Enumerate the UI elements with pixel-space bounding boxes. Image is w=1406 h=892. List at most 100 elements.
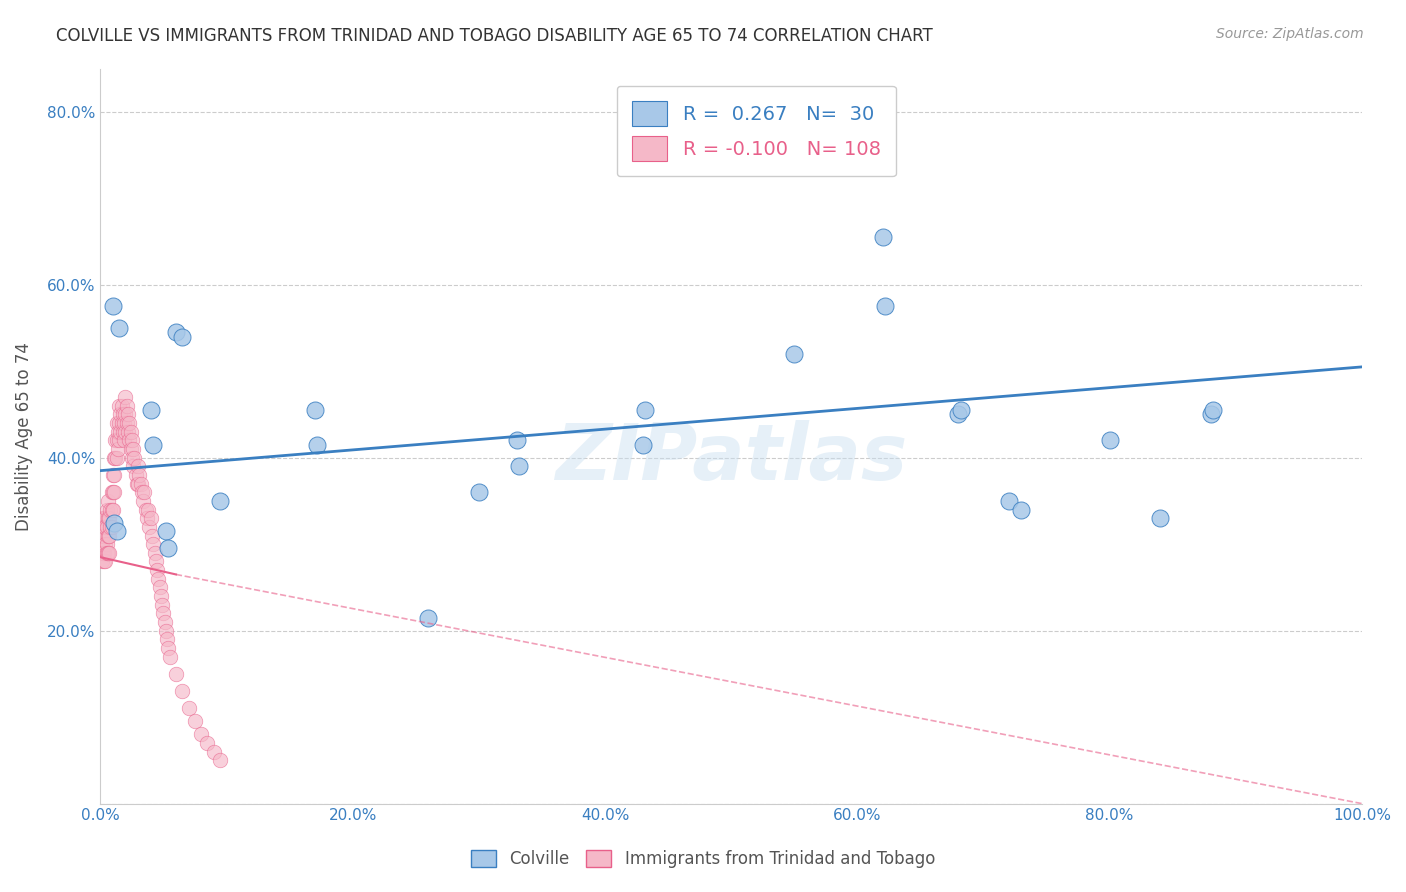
- Point: [101, 485, 124, 500]
- Point: [631, 438, 654, 452]
- Point: [120, 442, 142, 456]
- Point: [97, 528, 120, 542]
- Point: [93, 528, 115, 542]
- Point: [104, 434, 127, 448]
- Point: [111, 425, 134, 439]
- Point: [112, 434, 135, 448]
- Point: [149, 589, 172, 603]
- Point: [105, 450, 128, 465]
- Point: [783, 347, 806, 361]
- Point: [468, 485, 491, 500]
- Point: [129, 476, 152, 491]
- Point: [120, 425, 142, 439]
- Point: [155, 524, 177, 539]
- Point: [184, 714, 207, 729]
- Point: [118, 434, 141, 448]
- Point: [96, 502, 118, 516]
- Point: [93, 520, 115, 534]
- Point: [94, 554, 117, 568]
- Point: [122, 459, 145, 474]
- Y-axis label: Disability Age 65 to 74: Disability Age 65 to 74: [15, 342, 32, 531]
- Point: [141, 528, 163, 542]
- Point: [139, 511, 162, 525]
- Point: [148, 572, 170, 586]
- Point: [96, 520, 118, 534]
- Point: [114, 390, 136, 404]
- Point: [93, 546, 115, 560]
- Point: [505, 434, 527, 448]
- Point: [997, 494, 1019, 508]
- Point: [127, 476, 149, 491]
- Text: ZIPatlas: ZIPatlas: [555, 420, 907, 496]
- Point: [97, 546, 120, 560]
- Point: [155, 624, 177, 638]
- Point: [103, 485, 125, 500]
- Point: [209, 753, 232, 767]
- Point: [148, 581, 170, 595]
- Point: [873, 299, 896, 313]
- Point: [156, 632, 179, 647]
- Point: [197, 736, 219, 750]
- Point: [121, 434, 143, 448]
- Point: [105, 434, 128, 448]
- Point: [91, 528, 114, 542]
- Point: [177, 701, 200, 715]
- Point: [90, 554, 112, 568]
- Point: [1098, 434, 1121, 448]
- Point: [153, 615, 176, 629]
- Point: [98, 520, 121, 534]
- Point: [91, 511, 114, 525]
- Point: [111, 399, 134, 413]
- Point: [97, 494, 120, 508]
- Point: [128, 467, 150, 482]
- Point: [108, 399, 131, 413]
- Point: [165, 666, 187, 681]
- Point: [91, 546, 114, 560]
- Point: [165, 326, 187, 340]
- Text: Source: ZipAtlas.com: Source: ZipAtlas.com: [1216, 27, 1364, 41]
- Point: [118, 416, 141, 430]
- Point: [172, 329, 194, 343]
- Point: [108, 321, 131, 335]
- Point: [157, 541, 180, 556]
- Point: [117, 425, 139, 439]
- Point: [124, 450, 146, 465]
- Point: [98, 546, 121, 560]
- Point: [114, 408, 136, 422]
- Point: [111, 408, 134, 422]
- Point: [112, 416, 135, 430]
- Point: [132, 494, 155, 508]
- Point: [97, 511, 120, 525]
- Point: [172, 684, 194, 698]
- Point: [115, 416, 138, 430]
- Point: [138, 520, 160, 534]
- Point: [122, 442, 145, 456]
- Point: [100, 520, 122, 534]
- Point: [948, 408, 970, 422]
- Point: [127, 459, 149, 474]
- Point: [142, 438, 165, 452]
- Point: [101, 502, 124, 516]
- Point: [1010, 502, 1032, 516]
- Point: [125, 476, 148, 491]
- Point: [108, 416, 131, 430]
- Point: [111, 416, 134, 430]
- Point: [135, 502, 157, 516]
- Point: [96, 537, 118, 551]
- Point: [103, 450, 125, 465]
- Point: [110, 408, 132, 422]
- Point: [100, 485, 122, 500]
- Point: [91, 520, 114, 534]
- Point: [872, 230, 894, 244]
- Point: [304, 403, 326, 417]
- Point: [634, 403, 657, 417]
- Point: [190, 727, 212, 741]
- Point: [108, 434, 131, 448]
- Point: [98, 502, 121, 516]
- Point: [1202, 403, 1225, 417]
- Point: [98, 528, 121, 542]
- Point: [145, 554, 167, 568]
- Point: [94, 511, 117, 525]
- Point: [202, 745, 225, 759]
- Point: [143, 546, 166, 560]
